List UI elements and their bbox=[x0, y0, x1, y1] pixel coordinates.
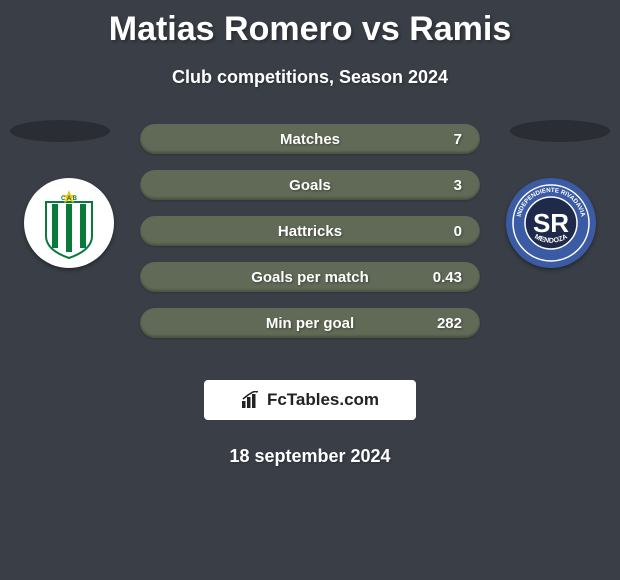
stat-label: Matches bbox=[208, 131, 412, 148]
stat-label: Goals bbox=[208, 177, 412, 194]
stat-right-value: 282 bbox=[412, 315, 462, 332]
stat-right-value: 0 bbox=[412, 223, 462, 240]
stat-label: Goals per match bbox=[208, 269, 412, 286]
page-subtitle: Club competitions, Season 2024 bbox=[0, 67, 620, 88]
bar-chart-icon bbox=[241, 391, 261, 409]
stat-row-gpm: Goals per match 0.43 bbox=[140, 262, 480, 292]
brand-text: FcTables.com bbox=[267, 390, 379, 410]
main-area: C A B SR INDEPENDIENTE RIVADAVIA MENDOZA bbox=[0, 120, 620, 370]
stat-label: Min per goal bbox=[208, 315, 412, 332]
brand-box: FcTables.com bbox=[202, 378, 418, 422]
stat-right-value: 3 bbox=[412, 177, 462, 194]
independiente-rivadavia-crest-icon: SR INDEPENDIENTE RIVADAVIA MENDOZA bbox=[506, 178, 596, 268]
shadow-left bbox=[10, 120, 110, 142]
stat-row-matches: Matches 7 bbox=[140, 124, 480, 154]
stat-right-value: 0.43 bbox=[412, 269, 462, 286]
svg-text:SR: SR bbox=[533, 208, 569, 238]
date-line: 18 september 2024 bbox=[0, 446, 620, 467]
svg-text:C A B: C A B bbox=[61, 196, 78, 202]
stat-row-mpg: Min per goal 282 bbox=[140, 308, 480, 338]
stat-label: Hattricks bbox=[208, 223, 412, 240]
team-right-badge: SR INDEPENDIENTE RIVADAVIA MENDOZA bbox=[506, 178, 596, 268]
shadow-right bbox=[510, 120, 610, 142]
stat-row-goals: Goals 3 bbox=[140, 170, 480, 200]
stat-row-hattricks: Hattricks 0 bbox=[140, 216, 480, 246]
stat-right-value: 7 bbox=[412, 131, 462, 148]
comparison-infographic: Matias Romero vs Ramis Club competitions… bbox=[0, 0, 620, 580]
banfield-crest-icon: C A B bbox=[24, 178, 114, 268]
page-title: Matias Romero vs Ramis bbox=[0, 0, 620, 49]
stat-rows: Matches 7 Goals 3 Hattricks 0 Goals per … bbox=[140, 124, 480, 354]
team-left-badge: C A B bbox=[24, 178, 114, 268]
